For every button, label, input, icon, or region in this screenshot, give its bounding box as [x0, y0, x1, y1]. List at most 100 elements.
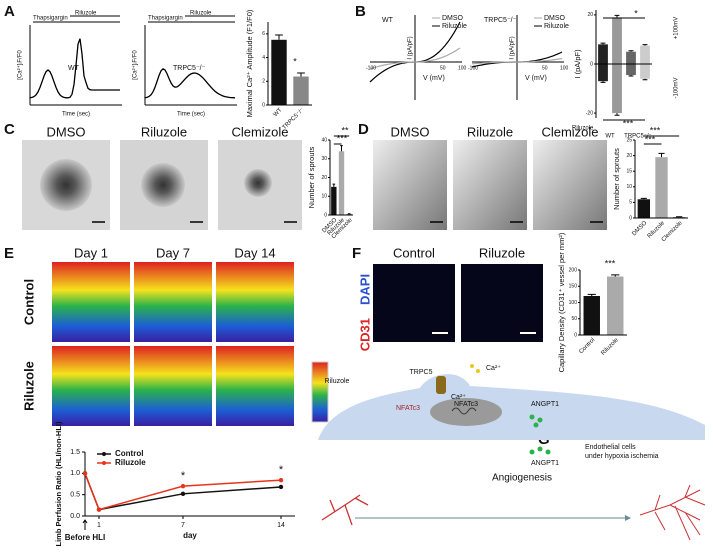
y-tick-label: 10 [626, 184, 632, 190]
trace-label: TRPC5⁻/⁻ [173, 65, 206, 72]
y-axis-label: Number of sprouts [612, 148, 621, 210]
spheroid [244, 169, 272, 197]
annotation: * [181, 470, 186, 482]
trace [29, 38, 120, 99]
tick-label: -100 [366, 65, 376, 71]
plot-label: WT [382, 17, 394, 24]
stain-label: DAPI [357, 274, 372, 305]
x-tick-label: 14 [277, 522, 285, 529]
error-bar [642, 78, 648, 81]
ion [529, 449, 535, 455]
panel-label: A [4, 3, 15, 20]
cd31-images: Control Riluzole CD31 DAPI [357, 245, 543, 351]
panel-label: E [4, 245, 14, 262]
secreted-label: ANGPT1 [531, 460, 559, 467]
y-tick-label: 1.0 [70, 470, 80, 477]
error-bar [600, 42, 606, 45]
cell [318, 374, 705, 440]
error-bar [628, 75, 634, 77]
ion [545, 449, 551, 455]
y-tick-label: 0.0 [70, 513, 80, 520]
tick-label: 100 [560, 65, 569, 71]
secreted-label: ANGPT1 [531, 401, 559, 408]
annotation: * [293, 56, 297, 66]
bar [640, 64, 650, 79]
column-label: Day 1 [74, 245, 108, 260]
image [453, 140, 527, 230]
y-tick-label: 20 [626, 153, 632, 159]
error-bar [340, 145, 343, 152]
stimulus-label: Thapsigargin [148, 16, 183, 22]
error-bar [297, 72, 305, 77]
error-bar [658, 152, 665, 158]
image [373, 140, 447, 230]
tick-label: 50 [440, 65, 446, 71]
error-bar [611, 274, 620, 277]
series-label: -100mV [674, 77, 680, 98]
image [134, 262, 212, 342]
tick-label: -100 [468, 65, 478, 71]
series-label: +100mV [674, 17, 680, 40]
ion [476, 369, 480, 373]
y-tick-label: 5 [629, 200, 632, 206]
bar [612, 64, 622, 114]
axis-label: Time (sec) [62, 112, 90, 118]
ion-label: Ca²⁺ [451, 394, 466, 401]
annotation: *** [645, 134, 656, 144]
axis-label: [Ca²⁺]ᵢF/F0 [132, 50, 139, 80]
image-label: Riluzole [141, 124, 187, 139]
error-bar [640, 197, 647, 200]
spheroid [141, 163, 185, 207]
ion [533, 422, 539, 428]
y-tick-label: 20 [587, 12, 593, 18]
error-bar [614, 14, 620, 18]
column-label: Day 14 [234, 245, 275, 260]
point [180, 491, 186, 497]
legend-label: Riluzole [442, 23, 467, 30]
bar [331, 186, 337, 215]
factor-label: NFATc3 [396, 405, 420, 412]
image [134, 346, 212, 426]
trace [144, 67, 236, 99]
point [82, 471, 88, 476]
panel-label: D [358, 121, 369, 138]
legend-swatch [102, 461, 106, 465]
drug-label: Riluzole [325, 378, 350, 385]
y-tick-label: 0 [574, 332, 577, 338]
error-bar [600, 81, 606, 83]
dna [451, 407, 477, 415]
image [461, 264, 543, 342]
y-tick-label: 25 [626, 137, 632, 143]
annotation: ** [341, 125, 349, 135]
stimulus-label: Thapsigargin [33, 16, 68, 22]
channel [436, 376, 446, 394]
x-tick-label: WT [273, 107, 284, 118]
error-bar [587, 293, 596, 296]
ion-label: Ca²⁺ [486, 365, 501, 372]
image [373, 264, 455, 342]
tick-label: 100 [458, 65, 467, 71]
mechanism-diagram: Riluzole TRPC5 Ca²⁺ Ca²⁺ NFATc3 NFATc3 A… [318, 364, 706, 541]
bar [598, 64, 608, 82]
annotation: *** [337, 133, 348, 143]
y-tick-label: 0 [262, 102, 265, 108]
vessel [321, 494, 369, 526]
error-bar [275, 34, 283, 40]
color-scale [311, 361, 329, 423]
annotation: *** [650, 125, 661, 135]
panel-label: B [355, 3, 366, 20]
bar [637, 199, 651, 218]
y-axis-label: Capillary Density (CD31⁺ vessel per mm²) [557, 232, 566, 372]
cell-label: Endothelial cells [585, 444, 636, 451]
annotation: * [279, 464, 284, 476]
ion [537, 446, 543, 452]
bar [640, 45, 650, 64]
bar [583, 296, 600, 335]
annotation: *** [623, 118, 634, 128]
y-tick-label: 4 [262, 55, 265, 61]
ion [537, 417, 543, 423]
y-tick-label: 150 [569, 284, 578, 290]
y-tick-label: 30 [321, 156, 327, 162]
image [216, 262, 294, 342]
x-tick-label: 7 [181, 522, 185, 529]
